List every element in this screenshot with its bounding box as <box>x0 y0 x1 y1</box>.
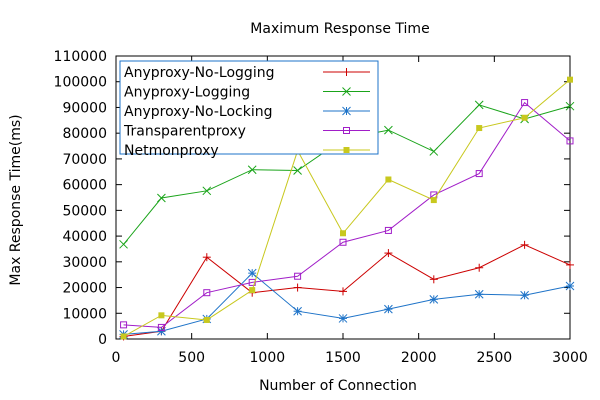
data-point-netmonproxy <box>120 333 127 340</box>
legend-label-anyproxy-no-logging: Anyproxy-No-Logging <box>124 65 274 81</box>
legend: Anyproxy-No-Logging Anyproxy-Logging Anypr… <box>119 60 379 159</box>
y-tick-label: 0 <box>98 332 107 348</box>
data-point-transparentproxy <box>521 99 529 107</box>
data-point-anyproxy-no-logging <box>520 240 529 249</box>
data-point-anyproxy-no-logging <box>202 253 211 262</box>
data-point-transparentproxy <box>475 170 483 178</box>
data-point-anyproxy-logging <box>384 125 393 135</box>
data-point-anyproxy-no-logging <box>475 263 484 272</box>
y-tick-label: 20000 <box>62 281 107 297</box>
data-point-anyproxy-logging <box>202 186 212 196</box>
x-tick-label: 0 <box>112 350 121 366</box>
data-point-transparentproxy <box>294 272 302 280</box>
data-point-anyproxy-logging <box>293 166 302 175</box>
data-point-anyproxy-no-logging <box>293 283 302 292</box>
data-point-anyproxy-logging <box>247 165 257 175</box>
data-point-anyproxy-logging <box>565 101 575 111</box>
y-tick-label: 30000 <box>62 255 107 271</box>
legend-marker-anyproxy-no-logging <box>342 68 351 76</box>
data-point-transparentproxy <box>203 289 211 297</box>
data-point-anyproxy-no-locking <box>293 306 302 316</box>
y-tick-label: 40000 <box>62 229 107 245</box>
x-tick-label: 2000 <box>401 350 437 366</box>
x-tick-label: 1500 <box>325 350 361 366</box>
data-point-netmonproxy <box>203 316 210 323</box>
data-point-netmonproxy <box>340 230 346 237</box>
data-point-netmonproxy <box>158 312 165 319</box>
legend-marker-anyproxy-no-locking <box>342 106 351 116</box>
legend-marker-netmonproxy <box>343 147 350 153</box>
data-point-transparentproxy <box>339 238 347 246</box>
data-point-netmonproxy <box>249 287 256 294</box>
data-point-transparentproxy <box>384 226 392 234</box>
data-point-anyproxy-no-locking <box>338 314 348 323</box>
data-point-anyproxy-no-logging <box>566 260 574 269</box>
x-tick-label: 2500 <box>477 350 513 366</box>
data-point-netmonproxy <box>430 197 437 204</box>
y-tick-label: 100000 <box>54 75 107 91</box>
data-point-transparentproxy <box>120 321 128 329</box>
legend-label-anyproxy-no-locking: Anyproxy-No-Locking <box>124 104 273 120</box>
series-line-anyproxy-no-locking <box>123 272 571 335</box>
data-point-anyproxy-no-locking <box>429 295 439 304</box>
x-tick-label: 1000 <box>250 350 286 366</box>
series-line-anyproxy-no-logging <box>123 244 571 337</box>
y-tick-label: 60000 <box>62 178 107 194</box>
y-tick-label: 50000 <box>62 203 107 219</box>
y-tick-label: 90000 <box>62 100 107 116</box>
chart-title: Maximum Response Time <box>250 21 429 37</box>
data-point-anyproxy-no-logging <box>429 275 438 284</box>
axis-ticks: 0 500 1000 1500 2000 2500 30000100002000030000… <box>54 49 588 366</box>
data-point-anyproxy-no-logging <box>339 287 347 296</box>
legend-marker-transparentproxy <box>343 127 350 134</box>
series-line-transparentproxy <box>123 101 571 328</box>
data-point-anyproxy-no-locking <box>247 268 257 278</box>
y-tick-label: 70000 <box>62 152 107 168</box>
x-tick-label: 500 <box>178 350 205 366</box>
data-point-anyproxy-logging <box>157 193 166 203</box>
data-point-anyproxy-no-locking <box>565 281 575 291</box>
data-point-netmonproxy <box>385 176 392 183</box>
data-point-anyproxy-logging <box>429 147 439 156</box>
data-point-netmonproxy <box>476 125 483 132</box>
data-point-netmonproxy <box>521 114 528 121</box>
legend-label-anyproxy-logging: Anyproxy-Logging <box>124 85 250 101</box>
x-tick-label: 3000 <box>552 350 588 366</box>
data-point-transparentproxy <box>157 323 165 331</box>
data-point-anyproxy-no-logging <box>384 249 393 258</box>
y-tick-label: 10000 <box>62 306 107 322</box>
y-tick-label: 110000 <box>54 49 107 65</box>
legend-label-transparentproxy: Transparentproxy <box>123 124 246 140</box>
legend-box <box>119 60 379 155</box>
data-point-anyproxy-logging <box>474 100 484 110</box>
data-point-anyproxy-no-locking <box>384 304 393 314</box>
x-axis-title: Number of Connection <box>259 378 417 394</box>
data-point-netmonproxy <box>567 76 573 83</box>
data-point-anyproxy-no-locking <box>520 290 529 300</box>
legend-label-netmonproxy: Netmonproxy <box>124 143 219 159</box>
y-axis-title: Max Response Time(ms) <box>8 114 24 285</box>
y-tick-label: 80000 <box>62 126 107 142</box>
data-point-transparentproxy <box>566 137 574 145</box>
legend-marker-anyproxy-logging <box>342 87 351 96</box>
data-point-anyproxy-no-locking <box>474 289 484 299</box>
data-point-anyproxy-logging <box>119 239 128 249</box>
